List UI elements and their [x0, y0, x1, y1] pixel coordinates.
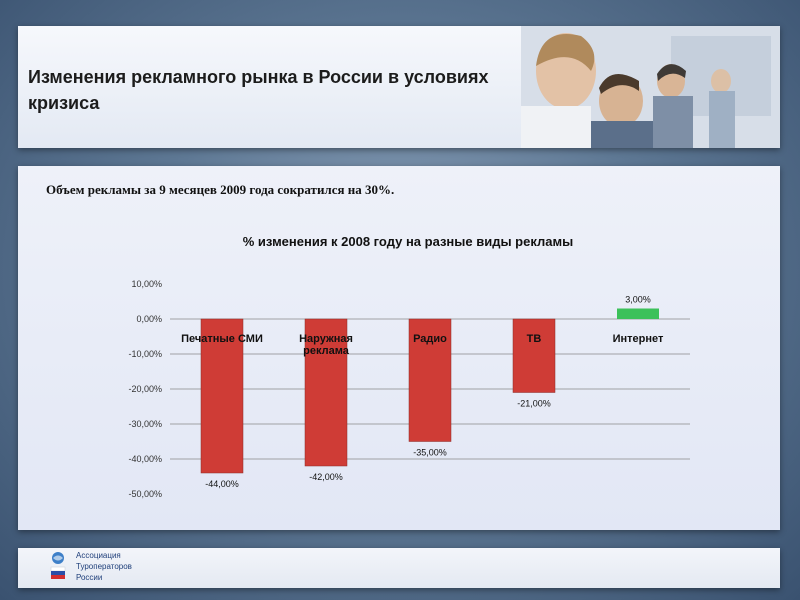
y-tick-label: -20,00% [128, 384, 162, 394]
page-title: Изменения рекламного рынка в России в ус… [28, 67, 489, 113]
bar-chart: % изменения к 2008 году на разные виды р… [128, 234, 690, 499]
header-photo [521, 26, 780, 148]
category-label: Наружная [299, 333, 353, 345]
bar [200, 318, 244, 474]
bar-value-label: -21,00% [517, 399, 551, 409]
y-tick-label: 10,00% [131, 279, 162, 289]
category-label: ТВ [527, 333, 542, 345]
logo-icon [50, 551, 66, 583]
subtitle: Объем рекламы за 9 месяцев 2009 года сок… [46, 182, 395, 197]
bar-value-label: 3,00% [625, 295, 651, 305]
y-tick-label: 0,00% [136, 314, 162, 324]
logo-line: Ассоциация [76, 551, 121, 560]
category-label: Интернет [613, 333, 664, 345]
logo-line: Туроператоров [76, 562, 132, 571]
footer-panel: Ассоциация Туроператоров России [18, 548, 780, 588]
bar-value-label: -44,00% [205, 479, 239, 489]
bar [617, 308, 659, 319]
main-panel: Объем рекламы за 9 месяцев 2009 года сок… [18, 166, 780, 530]
y-tick-label: -10,00% [128, 349, 162, 359]
logo-line: России [76, 573, 103, 582]
header-panel: Изменения рекламного рынка в России в ус… [18, 26, 780, 148]
category-label: Радио [413, 333, 447, 345]
category-label: реклама [303, 345, 350, 357]
y-tick-label: -40,00% [128, 454, 162, 464]
bar-value-label: -42,00% [309, 472, 343, 482]
bar [512, 318, 556, 393]
bar [408, 318, 452, 442]
bar [304, 318, 348, 467]
y-tick-label: -50,00% [128, 489, 162, 499]
y-tick-label: -30,00% [128, 419, 162, 429]
logo-text: Ассоциация Туроператоров России [76, 550, 132, 583]
chart-title: % изменения к 2008 году на разные виды р… [243, 234, 573, 249]
category-label: Печатные СМИ [181, 333, 263, 345]
bar-value-label: -35,00% [413, 448, 447, 458]
